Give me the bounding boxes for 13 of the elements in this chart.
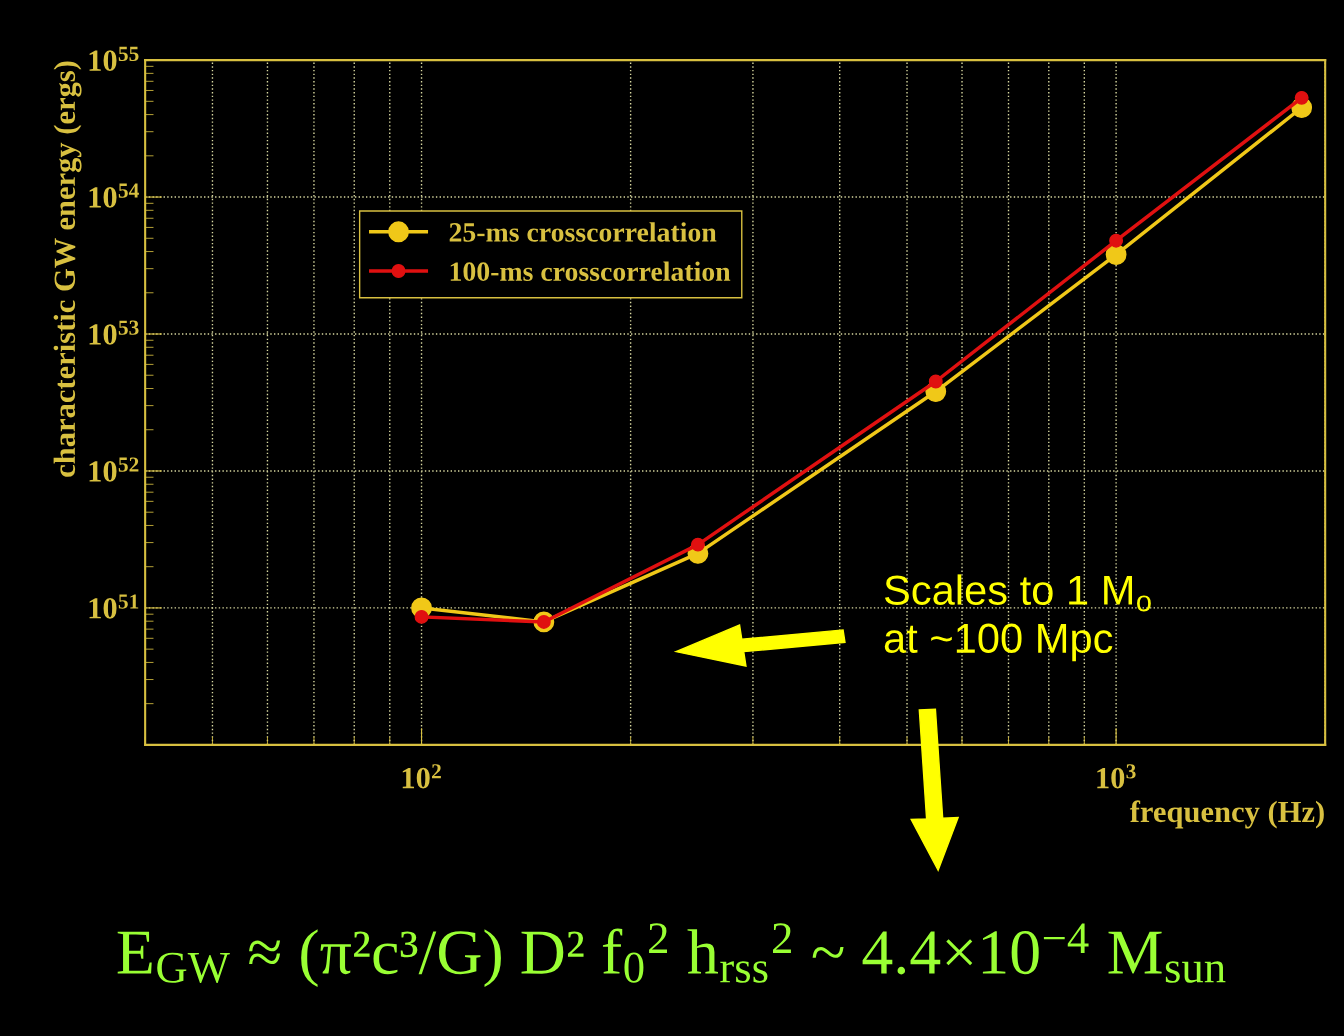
y-tick-label: 10$^{51}$ xyxy=(89,594,139,619)
y-tick-label: 10$^{55}$ xyxy=(89,46,139,71)
y-axis-title: characteristic GW energy (ergs) xyxy=(53,61,82,477)
x-axis-title: frequency (Hz) xyxy=(1129,800,1324,829)
x-tick-label: 10$^{3}$ xyxy=(1097,764,1136,789)
y-tick-label: 10$^{52}$ xyxy=(89,457,139,482)
y-tick-label: 10$^{53}$ xyxy=(89,320,139,345)
x-tick-label: 10$^{2}$ xyxy=(402,764,441,789)
legend-label: 25-ms crosscorrelation xyxy=(449,222,717,242)
y-tick-label: 10$^{54}$ xyxy=(89,183,139,208)
legend-label: 100-ms crosscorrelation xyxy=(450,261,731,282)
text: E$_{GW}$ ≈ (π²c³/G) D² f$_{0}$$^{2}$ h$_{rss}$$^{2}$ ~ 4.4×10$^{−4}$ M$_{sun}$ xyxy=(117,923,1226,988)
annotation: Scales to 1 M$_{o}$ at ~100 Mpc xyxy=(884,574,1151,662)
